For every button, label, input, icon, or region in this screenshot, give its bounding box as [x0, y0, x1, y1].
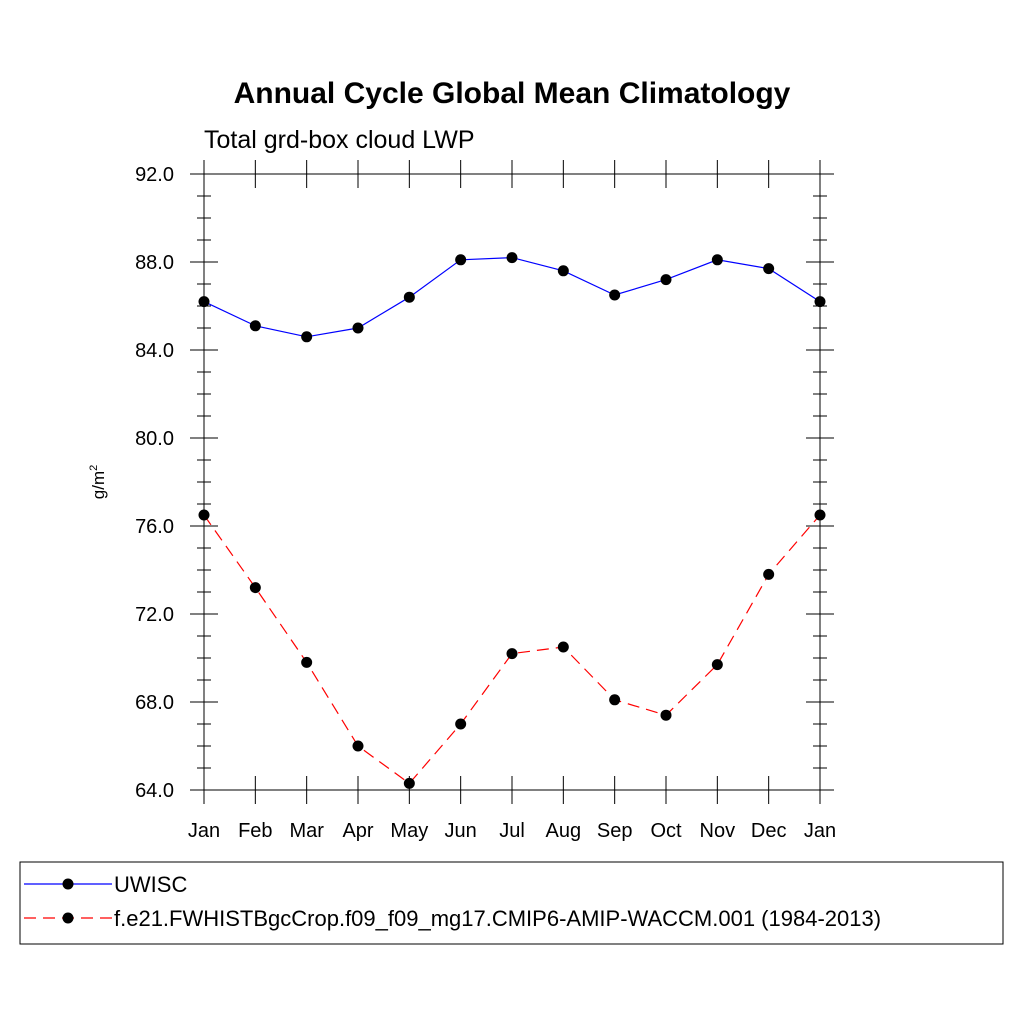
data-point	[301, 656, 313, 668]
data-point	[711, 254, 723, 266]
y-tick-label: 76.0	[135, 516, 174, 538]
x-tick-label: Jan	[804, 820, 836, 842]
legend-label: UWISC	[114, 872, 187, 897]
data-point	[352, 322, 364, 334]
data-point	[403, 291, 415, 303]
series-2	[198, 509, 826, 789]
y-tick-label: 64.0	[135, 780, 174, 802]
x-tick-label: Dec	[751, 820, 787, 842]
data-point	[352, 740, 364, 752]
y-tick-label: 84.0	[135, 340, 174, 362]
x-tick-label: Jan	[188, 820, 220, 842]
legend-marker	[62, 878, 74, 890]
x-tick-label: Apr	[342, 820, 373, 842]
data-point	[455, 718, 467, 730]
x-tick-label: Oct	[650, 820, 682, 842]
plot-frame	[203, 173, 821, 791]
plot-axes: 64.0 68.0 72.0 76.0 80.0 84.0 88.0 92.0 Jan Feb Ma…	[135, 160, 836, 842]
x-tick-label: Sep	[597, 820, 633, 842]
x-tick-label: Jul	[499, 820, 525, 842]
data-point	[763, 263, 775, 275]
data-point	[506, 252, 518, 264]
data-point	[557, 641, 569, 653]
legend-item-2: f.e21.FWHISTBgcCrop.f09_f09_mg17.CMIP6-A…	[24, 906, 881, 931]
chart-title: Annual Cycle Global Mean Climatology	[234, 77, 791, 110]
data-point	[814, 509, 826, 521]
legend-marker	[62, 912, 74, 924]
x-tick-label: May	[390, 820, 428, 842]
data-point	[814, 296, 826, 308]
data-point	[609, 289, 621, 301]
data-point	[249, 320, 261, 332]
data-point	[660, 709, 672, 721]
legend-label: f.e21.FWHISTBgcCrop.f09_f09_mg17.CMIP6-A…	[114, 906, 881, 931]
data-point	[557, 265, 569, 277]
data-point	[763, 568, 775, 580]
series-1	[198, 252, 826, 343]
y-axis-label-text: g/m	[89, 471, 108, 499]
data-point	[249, 582, 261, 594]
x-tick-label: Feb	[238, 820, 272, 842]
y-axis-label-superscript: 2	[88, 465, 100, 471]
data-point	[506, 648, 518, 660]
data-point	[609, 694, 621, 706]
y-axis-label: g/m2	[88, 465, 108, 499]
x-tick-label: Aug	[546, 820, 582, 842]
y-tick-label: 88.0	[135, 252, 174, 274]
series-layer	[198, 252, 826, 789]
legend-item-1: UWISC	[24, 872, 187, 897]
y-tick-label: 72.0	[135, 604, 174, 626]
series-line	[203, 256, 821, 338]
data-point	[660, 274, 672, 286]
x-tick-label: Jun	[445, 820, 477, 842]
data-point	[711, 659, 723, 671]
data-point	[403, 777, 415, 789]
x-tick-label: Mar	[289, 820, 324, 842]
data-point	[198, 509, 210, 521]
x-tick-label: Nov	[700, 820, 736, 842]
data-point	[301, 331, 313, 343]
y-tick-label: 92.0	[135, 164, 174, 186]
legend: UWISC f.e21.FWHISTBgcCrop.f09_f09_mg17.CM…	[19, 861, 1004, 945]
chart-subtitle: Total grd-box cloud LWP	[204, 126, 475, 154]
data-point	[455, 254, 467, 266]
y-tick-label: 80.0	[135, 428, 174, 450]
data-point	[198, 296, 210, 308]
legend-box	[19, 861, 1004, 945]
y-tick-label: 68.0	[135, 692, 174, 714]
